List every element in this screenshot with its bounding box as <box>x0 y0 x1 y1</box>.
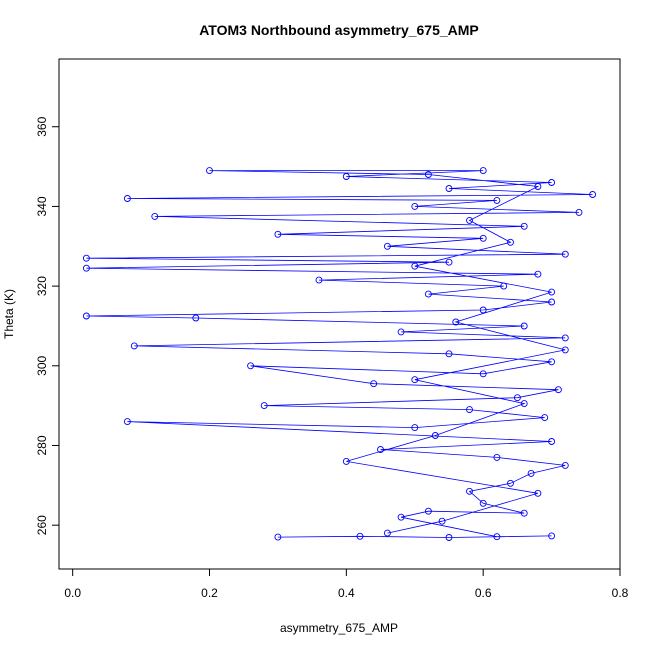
data-point <box>438 517 446 525</box>
data-point <box>151 212 159 220</box>
data-point <box>500 282 508 290</box>
data-point <box>424 171 432 178</box>
y-tick-label: 300 <box>35 355 49 375</box>
data-point <box>520 222 528 230</box>
data-point <box>527 469 535 477</box>
data-point <box>445 350 453 358</box>
data-point <box>123 418 131 426</box>
data-point <box>274 533 282 541</box>
data-point <box>534 489 542 497</box>
data-point <box>383 242 391 250</box>
data-point <box>82 254 90 262</box>
data-point <box>82 264 90 272</box>
data-point <box>411 202 419 210</box>
data-point <box>466 216 473 224</box>
data-point <box>424 290 432 298</box>
data-layer <box>82 167 597 541</box>
data-point <box>342 457 350 465</box>
data-point <box>479 370 487 378</box>
data-point <box>479 234 487 242</box>
x-tick-label: 0.4 <box>338 586 355 600</box>
data-point <box>493 533 501 541</box>
data-point <box>548 298 556 306</box>
x-tick-label: 0.0 <box>64 586 81 600</box>
data-point <box>356 532 364 540</box>
data-point <box>520 322 528 330</box>
data-point <box>589 191 597 198</box>
data-point <box>431 432 439 439</box>
data-point <box>561 346 569 354</box>
data-point <box>534 183 542 190</box>
data-point <box>548 288 556 296</box>
data-point <box>466 487 473 495</box>
data-point <box>479 167 487 175</box>
series-line <box>86 170 593 538</box>
data-point <box>260 402 268 410</box>
data-point <box>397 513 405 521</box>
y-tick-label: 340 <box>35 196 49 216</box>
data-point <box>493 196 501 204</box>
data-point <box>548 438 556 445</box>
y-tick-label: 360 <box>35 116 49 136</box>
data-point <box>513 394 521 402</box>
data-point <box>561 334 569 342</box>
data-point <box>445 185 453 192</box>
data-point <box>507 238 514 246</box>
data-point <box>397 328 405 336</box>
data-point <box>554 386 562 394</box>
data-point <box>192 314 200 322</box>
chart-title: ATOM3 Northbound asymmetry_675_AMP <box>199 22 479 38</box>
data-point <box>130 342 138 350</box>
data-point <box>315 276 323 284</box>
y-tick-label: 320 <box>35 276 49 296</box>
data-point <box>548 358 556 366</box>
data-point <box>377 446 384 453</box>
data-point <box>479 499 487 507</box>
data-point <box>575 208 583 216</box>
data-point <box>493 453 501 461</box>
data-point <box>247 362 255 370</box>
x-axis: 0.0 0.2 0.4 0.6 0.8 <box>64 568 629 600</box>
data-point <box>411 262 419 270</box>
data-point <box>479 306 487 314</box>
x-tick-label: 0.6 <box>475 586 492 600</box>
data-point <box>370 380 378 388</box>
data-point <box>507 479 514 487</box>
data-point <box>548 179 556 186</box>
data-point <box>541 414 549 422</box>
y-tick-label: 280 <box>35 435 49 455</box>
data-point <box>445 258 453 266</box>
y-tick-label: 260 <box>35 515 49 535</box>
data-point <box>520 509 528 517</box>
data-point <box>445 534 453 541</box>
data-point <box>561 461 569 469</box>
data-point <box>452 318 460 326</box>
data-point <box>466 406 473 414</box>
data-point <box>561 250 569 258</box>
data-point <box>383 529 391 537</box>
data-point <box>123 195 131 202</box>
x-tick-label: 0.8 <box>612 586 629 600</box>
data-point <box>206 167 213 175</box>
x-axis-label: asymmetry_675_AMP <box>280 621 398 635</box>
data-point <box>424 507 432 515</box>
data-point <box>411 424 419 432</box>
y-axis: 260 280 300 320 340 360 <box>35 116 60 535</box>
x-tick-label: 0.2 <box>201 586 218 600</box>
data-point <box>274 230 282 238</box>
data-point <box>411 376 419 384</box>
data-point <box>520 400 528 408</box>
data-point <box>342 173 350 180</box>
data-point <box>548 532 556 540</box>
data-point <box>82 312 90 320</box>
y-axis-label: Theta (K) <box>2 289 16 339</box>
data-point <box>534 270 542 278</box>
